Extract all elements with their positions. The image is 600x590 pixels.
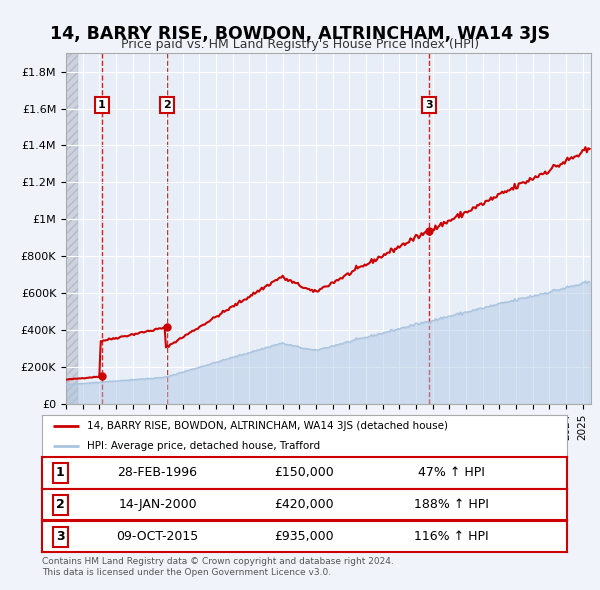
- Bar: [65, 53, 79, 404]
- Text: This data is licensed under the Open Government Licence v3.0.: This data is licensed under the Open Gov…: [42, 568, 331, 577]
- Text: £420,000: £420,000: [275, 498, 334, 512]
- Text: 116% ↑ HPI: 116% ↑ HPI: [414, 530, 489, 543]
- Text: 14-JAN-2000: 14-JAN-2000: [118, 498, 197, 512]
- Text: 14, BARRY RISE, BOWDON, ALTRINCHAM, WA14 3JS (detached house): 14, BARRY RISE, BOWDON, ALTRINCHAM, WA14…: [86, 421, 448, 431]
- Text: 1: 1: [98, 100, 106, 110]
- Text: 09-OCT-2015: 09-OCT-2015: [116, 530, 199, 543]
- Text: Price paid vs. HM Land Registry's House Price Index (HPI): Price paid vs. HM Land Registry's House …: [121, 38, 479, 51]
- Text: 1: 1: [56, 466, 65, 480]
- Text: 3: 3: [56, 530, 65, 543]
- Text: 28-FEB-1996: 28-FEB-1996: [118, 466, 197, 480]
- Text: 188% ↑ HPI: 188% ↑ HPI: [414, 498, 489, 512]
- Text: 2: 2: [163, 100, 170, 110]
- Text: £150,000: £150,000: [275, 466, 334, 480]
- Text: 3: 3: [425, 100, 433, 110]
- Text: 14, BARRY RISE, BOWDON, ALTRINCHAM, WA14 3JS: 14, BARRY RISE, BOWDON, ALTRINCHAM, WA14…: [50, 25, 550, 43]
- Text: £935,000: £935,000: [275, 530, 334, 543]
- Text: HPI: Average price, detached house, Trafford: HPI: Average price, detached house, Traf…: [86, 441, 320, 451]
- Text: Contains HM Land Registry data © Crown copyright and database right 2024.: Contains HM Land Registry data © Crown c…: [42, 558, 394, 566]
- Text: 47% ↑ HPI: 47% ↑ HPI: [418, 466, 485, 480]
- Text: 2: 2: [56, 498, 65, 512]
